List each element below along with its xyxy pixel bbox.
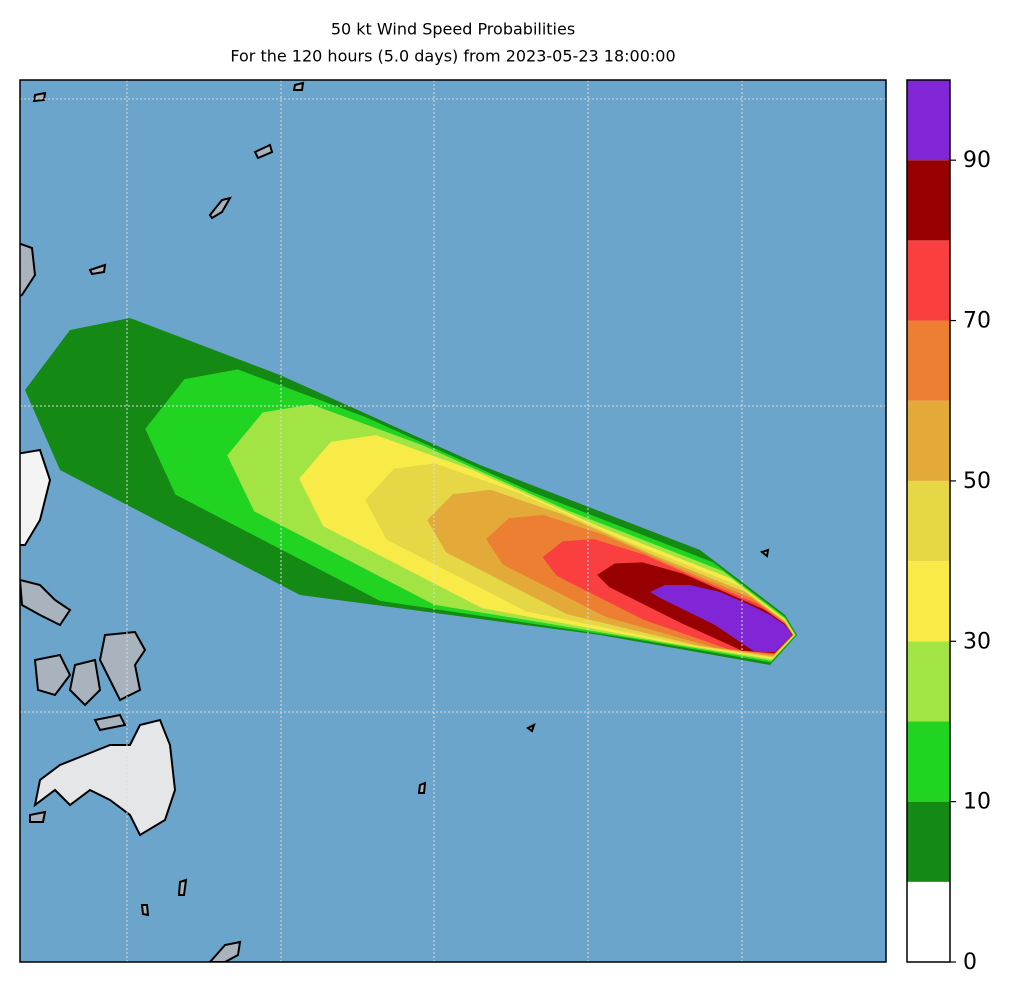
island [526,723,536,733]
subtitle: For the 120 hours (5.0 days) from 2023-0… [230,47,675,66]
luzon [20,448,52,546]
probability-contours [25,318,797,665]
colorbar-tick-label: 50 [963,469,991,494]
colorbar-band [907,881,950,962]
colorbar-tick-label: 90 [963,148,991,173]
island [292,81,305,91]
graticule [20,80,886,962]
island [32,91,47,103]
island [140,904,150,917]
colorbar-tick-label: 0 [963,950,977,975]
colorbar: 0 10 30 50 70 90 [906,79,991,975]
island [93,713,127,732]
colorbar-band [907,160,950,241]
mindanao [33,718,177,837]
island [208,196,233,220]
colorbar-band [907,721,950,802]
colorbar-band [907,400,950,481]
colorbar-band [907,641,950,722]
colorbar-tick-label: 30 [963,629,991,654]
land-north [20,242,37,297]
colorbar-band [907,561,950,642]
island [33,653,72,697]
samar [98,630,147,702]
colorbar-band [907,320,950,401]
colorbar-band [907,801,950,882]
island [208,940,242,962]
island [253,143,274,160]
island [417,781,427,794]
colorbar-band [907,480,950,562]
colorbar-frame [906,79,951,963]
island [759,548,770,558]
land [20,81,770,962]
colorbar-tick-label: 10 [963,790,991,815]
map-frame [19,79,887,963]
island [68,658,102,707]
colorbar-tick-label: 70 [963,309,991,334]
island [177,878,188,896]
island [20,578,72,627]
map [20,80,886,962]
colorbar-band [907,80,950,161]
title: 50 kt Wind Speed Probabilities [331,20,575,39]
island [88,263,107,276]
colorbar-band [907,240,950,321]
island [29,810,47,823]
probability-band [650,585,792,652]
